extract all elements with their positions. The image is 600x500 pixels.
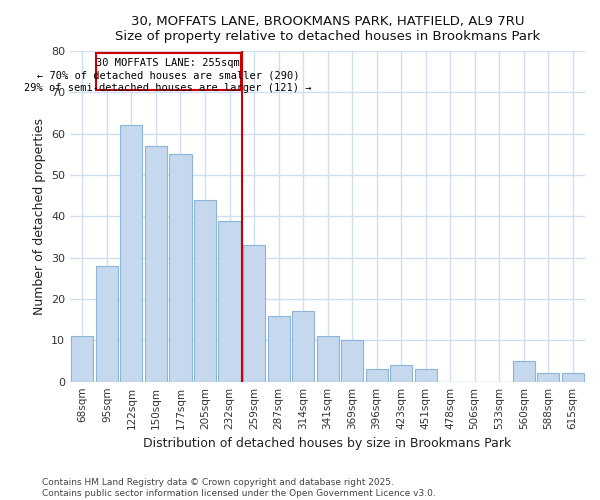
Bar	[341, 340, 363, 382]
Bar	[71, 336, 94, 382]
Bar	[365, 370, 388, 382]
Bar	[292, 312, 314, 382]
Bar	[169, 154, 191, 382]
Bar	[512, 361, 535, 382]
Bar	[194, 200, 216, 382]
Text: 29% of semi-detached houses are larger (121) →: 29% of semi-detached houses are larger (…	[25, 83, 312, 93]
Bar	[268, 316, 290, 382]
Bar	[317, 336, 338, 382]
Bar	[562, 374, 584, 382]
Bar	[218, 220, 241, 382]
Bar	[145, 146, 167, 382]
Bar	[537, 374, 559, 382]
Text: Contains HM Land Registry data © Crown copyright and database right 2025.
Contai: Contains HM Land Registry data © Crown c…	[42, 478, 436, 498]
Text: 30 MOFFATS LANE: 255sqm: 30 MOFFATS LANE: 255sqm	[97, 58, 240, 68]
Text: ← 70% of detached houses are smaller (290): ← 70% of detached houses are smaller (29…	[37, 70, 299, 81]
Bar	[390, 365, 412, 382]
FancyBboxPatch shape	[96, 53, 241, 90]
Bar	[243, 246, 265, 382]
X-axis label: Distribution of detached houses by size in Brookmans Park: Distribution of detached houses by size …	[143, 437, 512, 450]
Bar	[415, 370, 437, 382]
Bar	[121, 126, 142, 382]
Bar	[96, 266, 118, 382]
Title: 30, MOFFATS LANE, BROOKMANS PARK, HATFIELD, AL9 7RU
Size of property relative to: 30, MOFFATS LANE, BROOKMANS PARK, HATFIE…	[115, 15, 540, 43]
Y-axis label: Number of detached properties: Number of detached properties	[32, 118, 46, 315]
